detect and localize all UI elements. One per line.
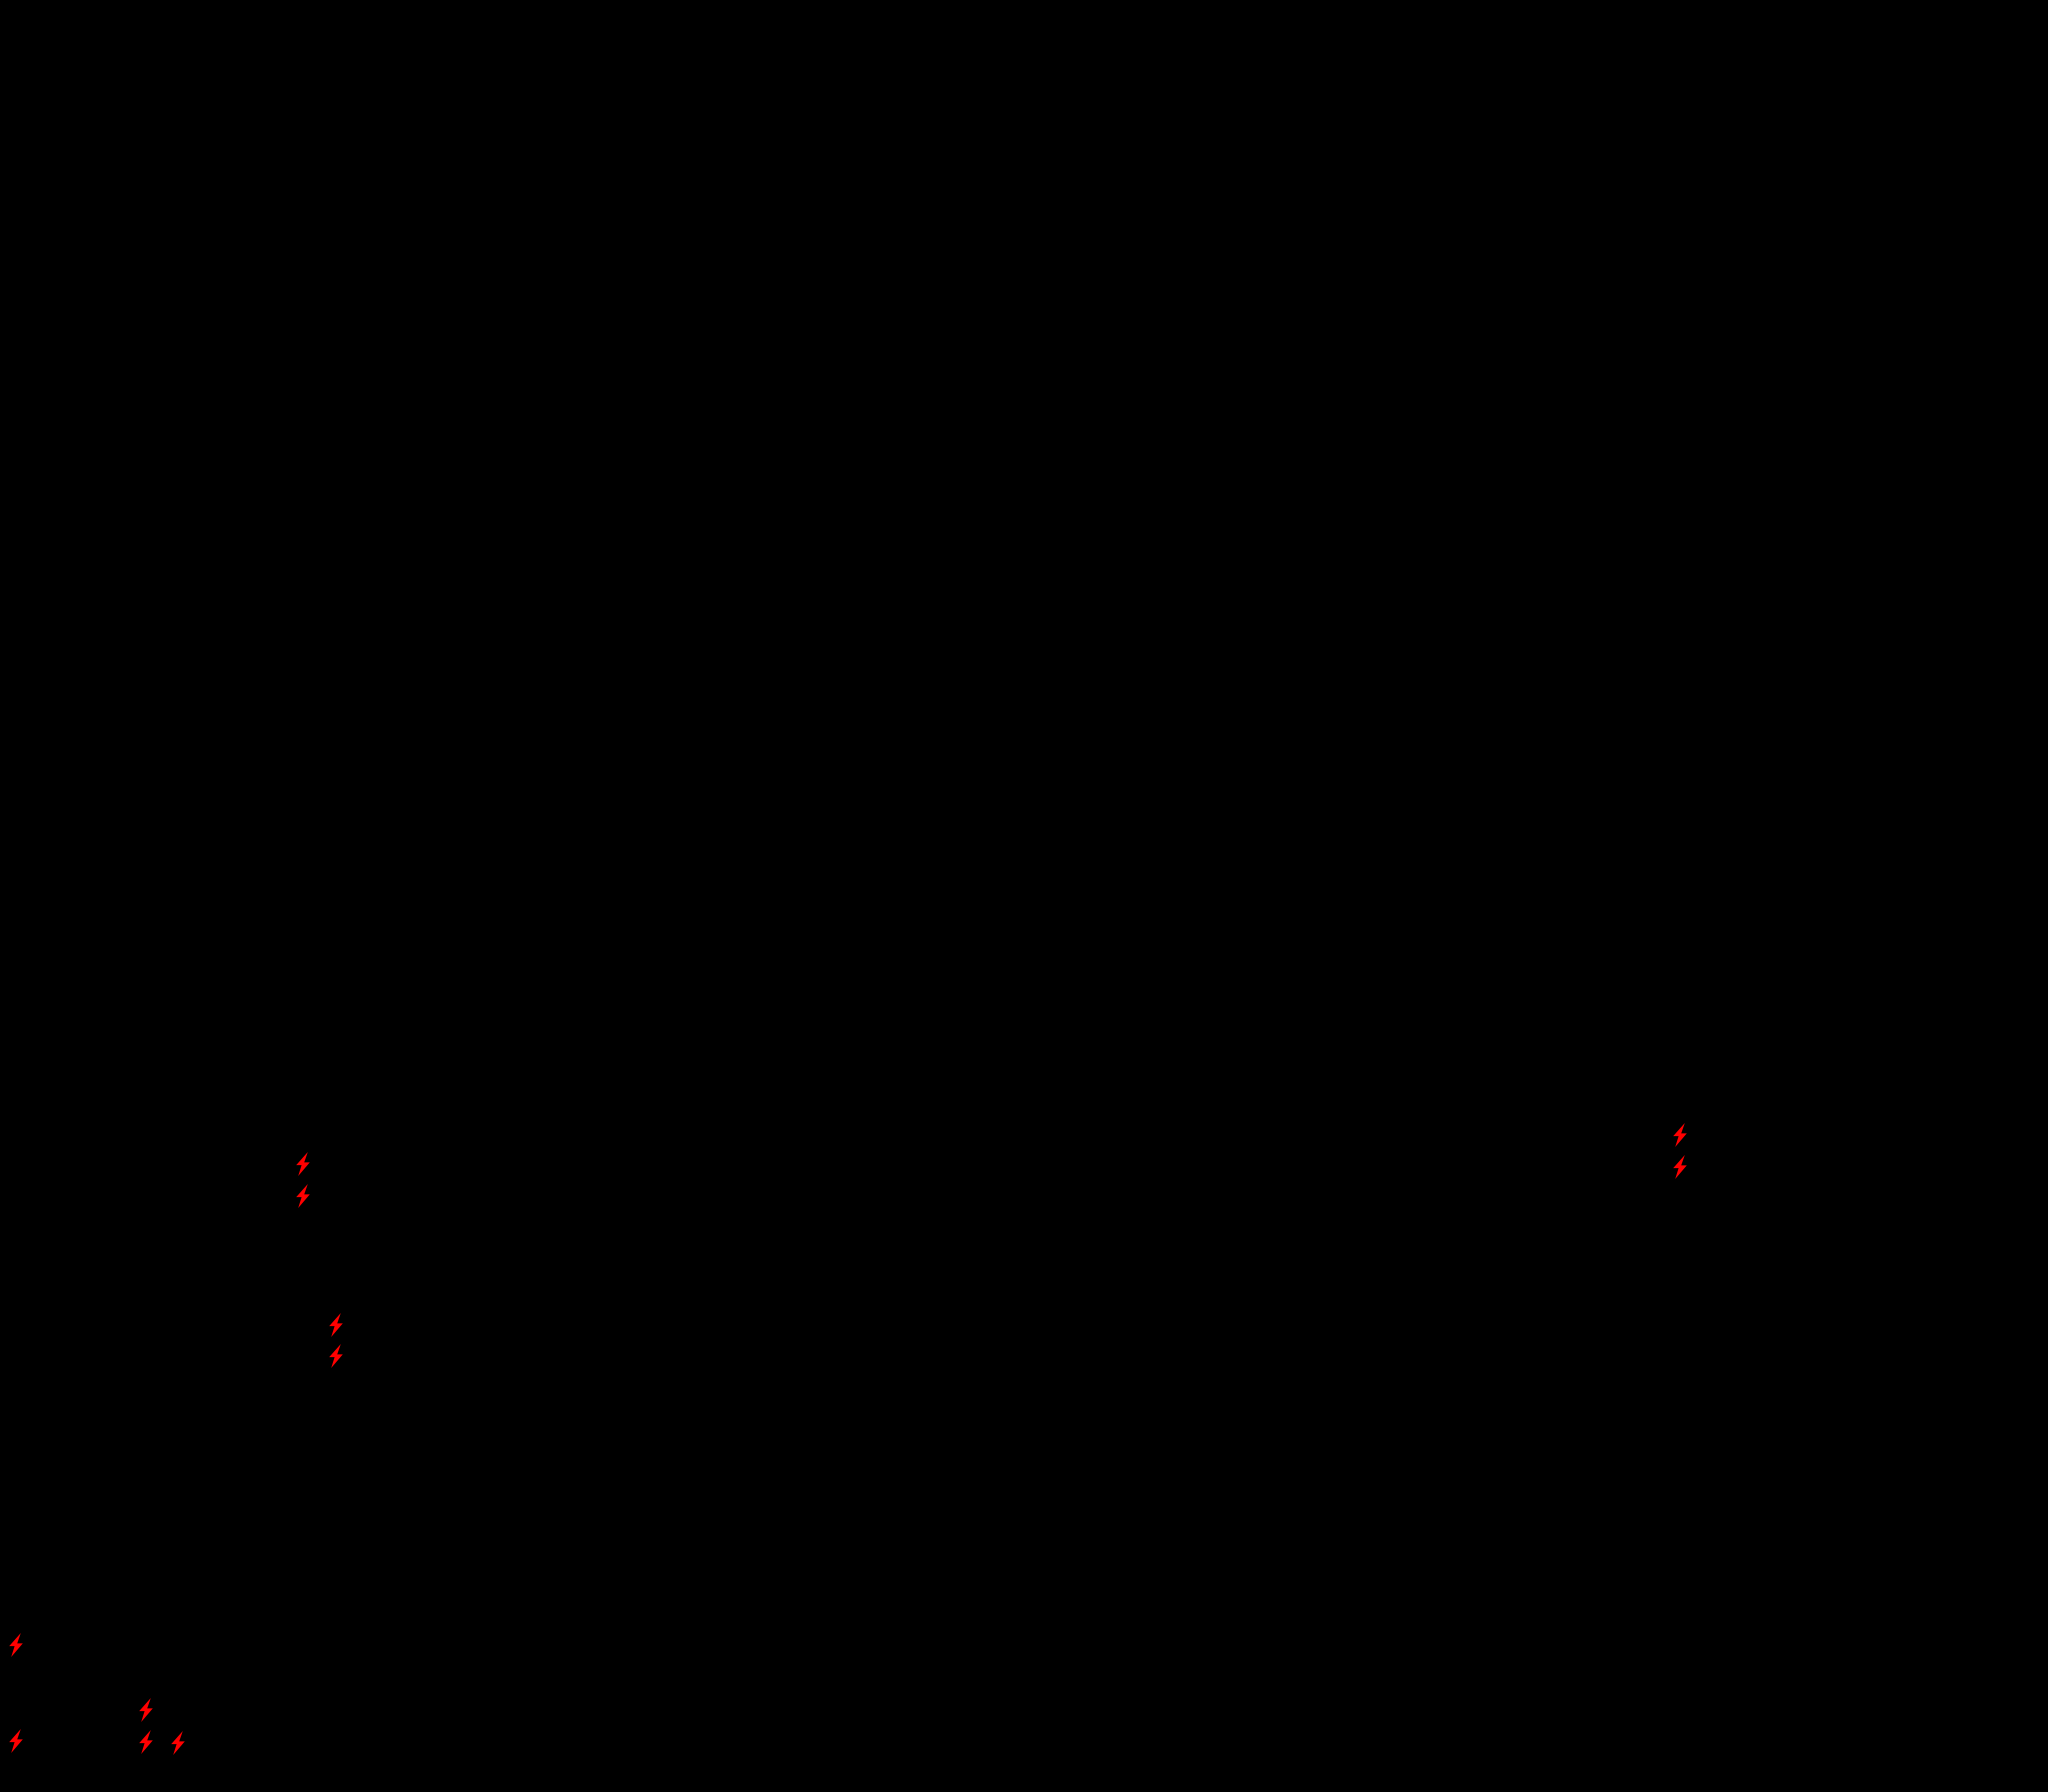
lightning-bolt-icon [1672,1123,1688,1147]
lightning-bolt-icon [1672,1155,1688,1179]
lightning-strike-marker[interactable] [328,1313,344,1337]
lightning-bolt-icon [8,1633,24,1657]
lightning-bolt-icon [138,1730,154,1754]
lightning-strike-marker[interactable] [138,1698,154,1722]
lightning-strike-marker[interactable] [328,1344,344,1368]
lightning-strike-marker[interactable] [1672,1123,1688,1147]
lightning-bolt-icon [328,1344,344,1368]
lightning-bolt-icon [8,1729,24,1753]
lightning-bolt-icon [170,1731,186,1755]
lightning-strike-marker[interactable] [8,1729,24,1753]
lightning-strike-marker[interactable] [138,1730,154,1754]
lightning-bolt-icon [138,1698,154,1722]
lightning-bolt-icon [295,1152,311,1176]
lightning-strike-marker[interactable] [8,1633,24,1657]
lightning-bolt-icon [295,1184,311,1208]
lightning-strike-marker[interactable] [295,1152,311,1176]
lightning-strike-marker[interactable] [170,1731,186,1755]
lightning-strike-marker[interactable] [295,1184,311,1208]
lightning-strike-marker[interactable] [1672,1155,1688,1179]
lightning-bolt-icon [328,1313,344,1337]
